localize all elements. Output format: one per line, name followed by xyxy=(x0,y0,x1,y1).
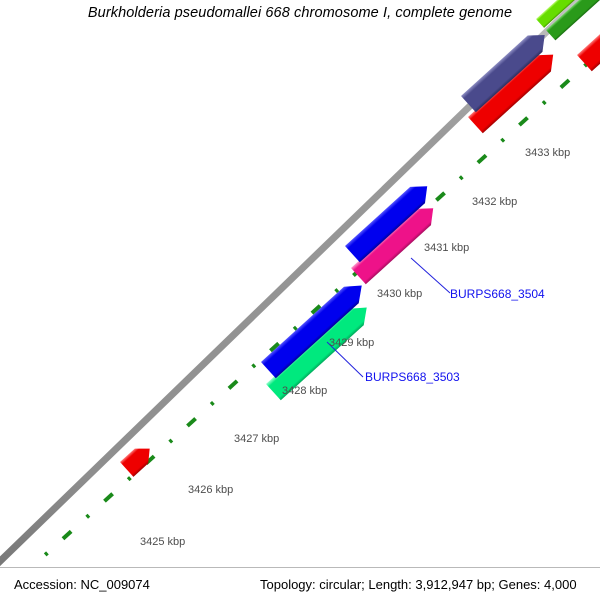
tick-label: 3432 kbp xyxy=(472,196,517,208)
gene-feature-arrow[interactable] xyxy=(546,0,600,41)
tick-label: 3429 kbp xyxy=(329,337,374,349)
tick-label: 3425 kbp xyxy=(140,536,185,548)
gene-label-burps668-3504[interactable]: BURPS668_3504 xyxy=(450,287,545,301)
topology-status: Topology: circular; Length: 3,912,947 bp… xyxy=(260,577,577,592)
gene-feature-arrow[interactable] xyxy=(577,1,600,72)
gene-feature-arrow[interactable] xyxy=(120,441,156,477)
gene-feature-arrow[interactable] xyxy=(468,46,561,134)
gene-feature-arrow[interactable] xyxy=(461,27,552,113)
tick-label: 3427 kbp xyxy=(234,433,279,445)
tick-label: 3428 kbp xyxy=(282,385,327,397)
gene-name-labels[interactable]: BURPS668_3504 BURPS668_3503 xyxy=(365,287,545,384)
tick-label: 3431 kbp xyxy=(424,242,469,254)
ruler-axis xyxy=(0,50,600,599)
gene-feature-arrow-burps668-3503[interactable] xyxy=(266,299,374,401)
accession-status: Accession: NC_009074 xyxy=(14,577,150,592)
label-leader-lines xyxy=(326,257,451,378)
gene-feature-arrow[interactable] xyxy=(261,277,369,379)
gene-feature-arrow[interactable] xyxy=(536,0,589,28)
tick-label: 3433 kbp xyxy=(525,147,570,159)
gene-label-burps668-3503[interactable]: BURPS668_3503 xyxy=(365,370,460,384)
status-bar: Accession: NC_009074 Topology: circular;… xyxy=(0,567,600,600)
page-title: Burkholderia pseudomallei 668 chromosome… xyxy=(87,5,513,21)
gene-feature-arrow[interactable] xyxy=(345,178,435,263)
tick-label: 3430 kbp xyxy=(377,288,422,300)
tick-label: 3426 kbp xyxy=(188,484,233,496)
gene-feature-arrow-burps668-3504[interactable] xyxy=(351,200,441,285)
